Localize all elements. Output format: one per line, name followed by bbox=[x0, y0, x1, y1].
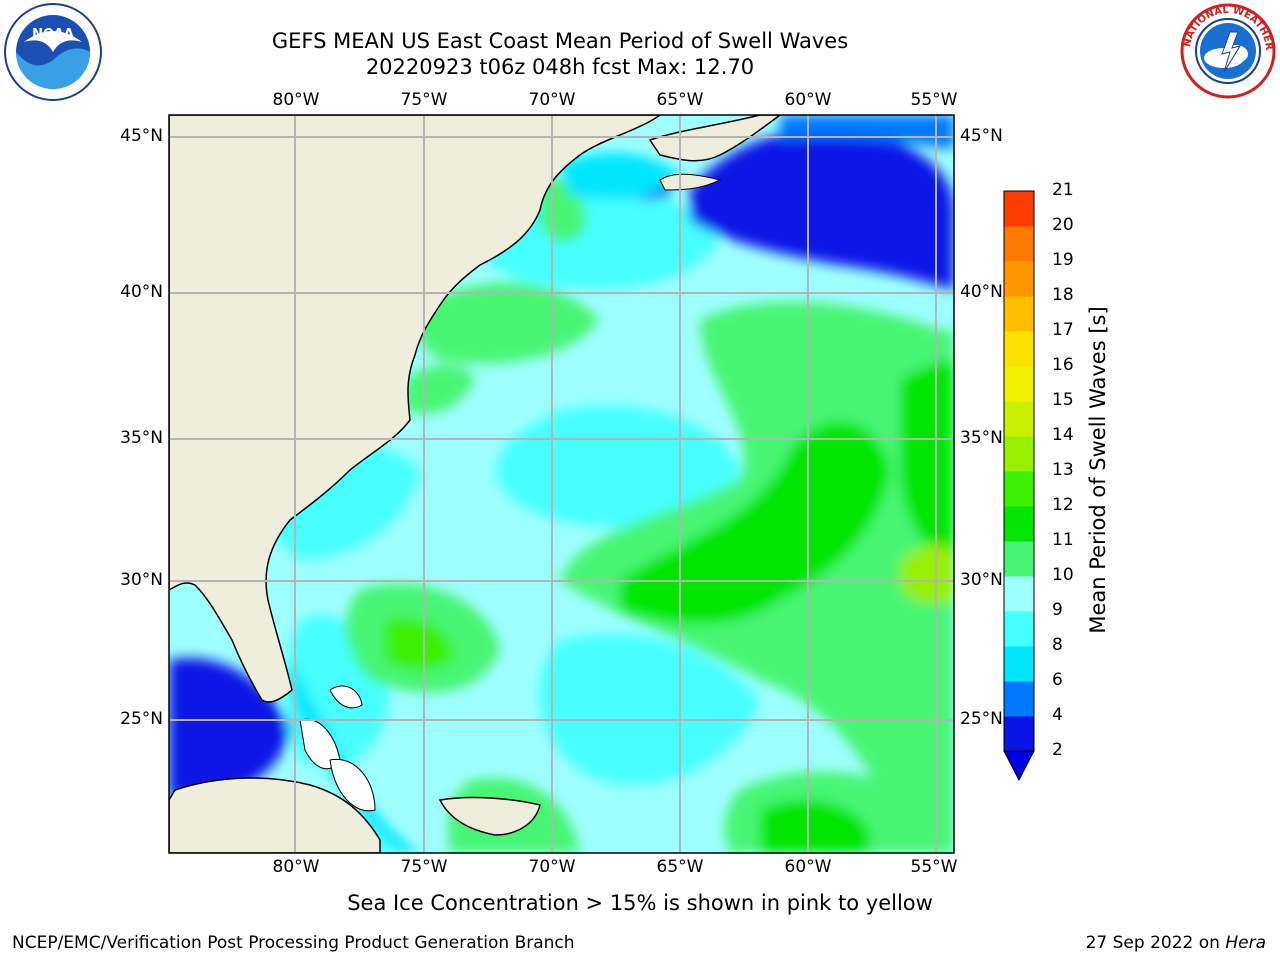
hispaniola-land bbox=[438, 796, 541, 836]
colorbar-segment bbox=[1004, 471, 1034, 507]
colorbar-segment bbox=[1004, 331, 1034, 367]
lat-tick-left-35n: 35°N bbox=[120, 428, 163, 448]
colorbar-segment bbox=[1004, 681, 1034, 717]
lon-tick-top-60w: 60°W bbox=[784, 90, 832, 110]
footer-machine: Hera bbox=[1225, 933, 1266, 953]
colorbar-segment bbox=[1004, 611, 1034, 647]
colorbar-segment bbox=[1004, 401, 1034, 437]
colorbar-frame bbox=[1003, 190, 1035, 752]
colorbar-tick-label: 15 bbox=[1052, 390, 1074, 410]
lat-tick-left-40n: 40°N bbox=[120, 282, 163, 302]
colorbar-tick-label: 18 bbox=[1052, 285, 1074, 305]
colorbar-segments bbox=[1004, 191, 1034, 752]
colorbar-tick-label: 4 bbox=[1052, 705, 1063, 725]
graticule bbox=[169, 115, 954, 853]
colorbar-segment bbox=[1004, 261, 1034, 297]
lon-tick-bottom-75w: 75°W bbox=[400, 857, 448, 877]
nws-logo-icon: NATIONAL WEATHER SERVICE bbox=[1178, 2, 1276, 99]
footer-date-text: 27 Sep 2022 on bbox=[1085, 933, 1226, 953]
lat-tick-left-45n: 45°N bbox=[120, 126, 163, 146]
colorbar-tick-label: 6 bbox=[1052, 670, 1063, 690]
lat-tick-left-25n: 25°N bbox=[120, 709, 163, 729]
map-title: GEFS MEAN US East Coast Mean Period of S… bbox=[271, 29, 849, 53]
lon-tick-bottom-65w: 65°W bbox=[656, 857, 704, 877]
colorbar-tick-label: 19 bbox=[1052, 250, 1074, 270]
colorbar-tick-label: 14 bbox=[1052, 425, 1074, 445]
colorbar bbox=[1003, 190, 1035, 782]
lon-tick-bottom-70w: 70°W bbox=[528, 857, 576, 877]
lon-tick-top-80w: 80°W bbox=[272, 90, 320, 110]
lat-tick-right-30n: 30°N bbox=[960, 570, 1003, 590]
us-east-coast-land bbox=[169, 115, 662, 703]
lon-tick-top-75w: 75°W bbox=[400, 90, 448, 110]
noaa-logo-text: NOAA bbox=[32, 27, 74, 42]
colorbar-tick-label: 10 bbox=[1052, 565, 1074, 585]
colorbar-segment bbox=[1004, 226, 1034, 262]
lat-tick-left-30n: 30°N bbox=[120, 570, 163, 590]
colorbar-tick-label: 13 bbox=[1052, 460, 1074, 480]
colorbar-tick-label: 9 bbox=[1052, 600, 1063, 620]
colorbar-tick-label: 12 bbox=[1052, 495, 1074, 515]
footer-date: 27 Sep 2022 on Hera bbox=[1086, 933, 1266, 953]
swell-period-field bbox=[169, 115, 954, 853]
lat-tick-right-25n: 25°N bbox=[960, 709, 1003, 729]
cape-cod-land bbox=[659, 173, 722, 191]
lat-tick-right-40n: 40°N bbox=[960, 282, 1003, 302]
lon-tick-top-70w: 70°W bbox=[528, 90, 576, 110]
colorbar-tick-label: 17 bbox=[1052, 320, 1074, 340]
lon-tick-bottom-55w: 55°W bbox=[910, 857, 958, 877]
colorbar-segment bbox=[1004, 716, 1034, 752]
colorbar-title: Mean Period of Swell Waves [s] bbox=[1086, 306, 1110, 634]
colorbar-tick-label: 16 bbox=[1052, 355, 1074, 375]
colorbar-segment bbox=[1004, 436, 1034, 472]
colorbar-segment bbox=[1004, 366, 1034, 402]
colorbar-segment bbox=[1004, 296, 1034, 332]
map-frame bbox=[168, 114, 955, 854]
colorbar-segment bbox=[1004, 576, 1034, 612]
colorbar-tick-label: 21 bbox=[1052, 180, 1074, 200]
lat-tick-right-45n: 45°N bbox=[960, 126, 1003, 146]
colorbar-segment bbox=[1004, 191, 1034, 227]
colorbar-tick-label: 8 bbox=[1052, 635, 1063, 655]
lon-tick-bottom-80w: 80°W bbox=[272, 857, 320, 877]
colorbar-segment bbox=[1004, 541, 1034, 577]
colorbar-extend-triangle bbox=[1003, 750, 1035, 782]
lat-tick-right-35n: 35°N bbox=[960, 428, 1003, 448]
colorbar-tick-label: 2 bbox=[1052, 740, 1063, 760]
cuba-land bbox=[169, 777, 381, 853]
lon-tick-bottom-60w: 60°W bbox=[784, 857, 832, 877]
sea-ice-note: Sea Ice Concentration > 15% is shown in … bbox=[347, 891, 933, 915]
map-subtitle: 20220923 t06z 048h fcst Max: 12.70 bbox=[365, 55, 755, 79]
colorbar-segment bbox=[1004, 506, 1034, 542]
colorbar-tick-label: 20 bbox=[1052, 215, 1074, 235]
colorbar-tick-label: 11 bbox=[1052, 530, 1074, 550]
noaa-logo-icon: NOAA bbox=[4, 3, 102, 101]
colorbar-segment bbox=[1004, 646, 1034, 682]
lon-tick-top-65w: 65°W bbox=[656, 90, 704, 110]
lon-tick-top-55w: 55°W bbox=[910, 90, 958, 110]
footer-branch: NCEP/EMC/Verification Post Processing Pr… bbox=[12, 933, 575, 953]
